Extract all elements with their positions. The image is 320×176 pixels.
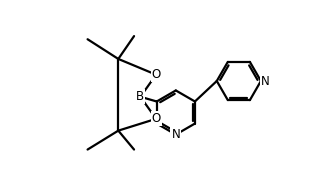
Text: N: N xyxy=(261,74,270,87)
Text: O: O xyxy=(151,112,161,125)
Text: N: N xyxy=(172,128,180,141)
Text: B: B xyxy=(136,90,144,103)
Text: O: O xyxy=(151,68,161,81)
